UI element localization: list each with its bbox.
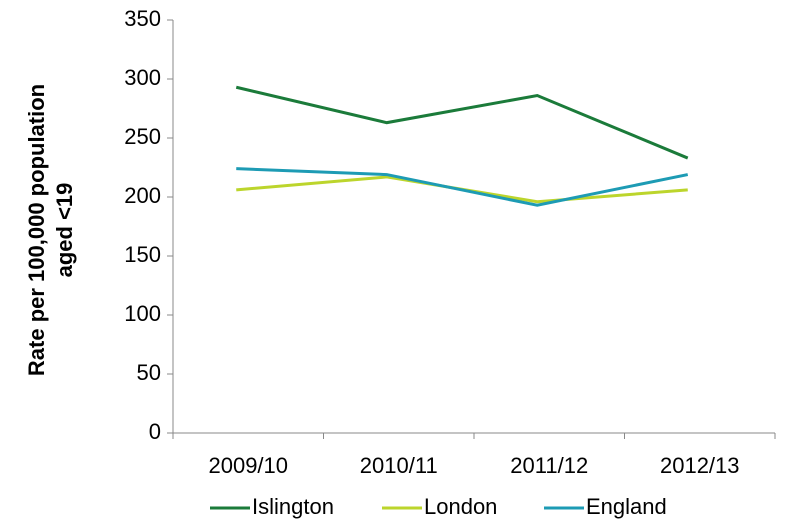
- x-tick-label: 2010/11: [360, 453, 438, 478]
- y-tick-label: 300: [124, 65, 161, 90]
- x-tick-label: 2012/13: [660, 453, 740, 478]
- y-tick-label: 250: [124, 124, 161, 149]
- x-tick-label: 2011/12: [510, 453, 588, 478]
- y-axis-title-line: aged <19: [52, 183, 77, 278]
- y-tick-label: 350: [124, 6, 161, 31]
- y-axis-title-line: Rate per 100,000 population: [24, 84, 49, 376]
- y-axis-title: Rate per 100,000 population aged <19: [24, 84, 77, 376]
- x-tick-label: 2009/10: [208, 453, 288, 478]
- y-tick-label: 50: [137, 360, 161, 385]
- y-tick-label: 0: [149, 419, 161, 444]
- legend-label: Islington: [252, 494, 334, 519]
- y-tick-label: 100: [124, 301, 161, 326]
- legend-label: London: [424, 494, 497, 519]
- y-tick-label: 150: [124, 242, 161, 267]
- series-line: [235, 85, 689, 160]
- legend-label: England: [586, 494, 667, 519]
- series-line: [236, 167, 689, 207]
- y-tick-label: 200: [124, 183, 161, 208]
